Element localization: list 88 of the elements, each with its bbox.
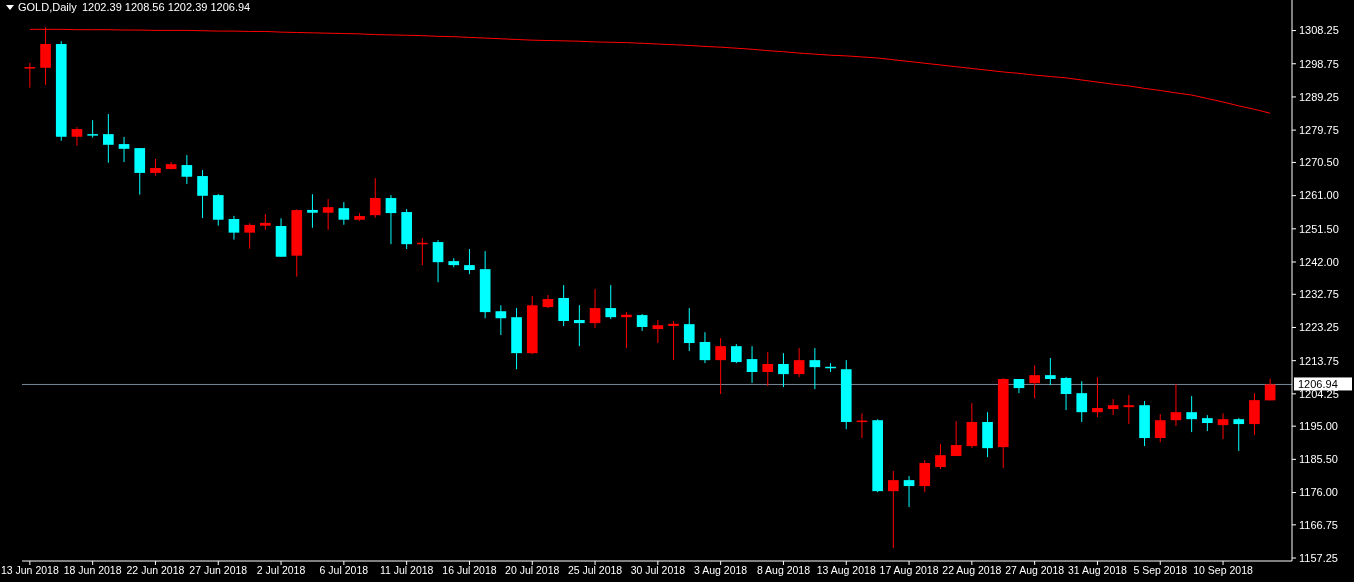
candlestick (1154, 413, 1166, 443)
candlestick (495, 304, 507, 336)
x-tick-label: 8 Aug 2018 (756, 564, 811, 576)
candlestick (244, 222, 255, 250)
y-tick-label: 1270.50 (1299, 156, 1339, 169)
candlestick (1123, 394, 1135, 425)
candlestick (197, 169, 208, 219)
candlestick (558, 284, 569, 327)
candlestick (1233, 417, 1245, 452)
y-tick-label: 1157.25 (1299, 551, 1338, 564)
candlestick (385, 194, 397, 245)
y-tick-label: 1223.25 (1299, 321, 1339, 334)
x-tick-label: 5 Sep 2018 (1133, 564, 1188, 576)
y-tick-label: 1261.00 (1299, 189, 1339, 202)
y-tick-label: 1176.00 (1299, 486, 1338, 499)
candlestick (1076, 380, 1088, 423)
candlestick (87, 119, 98, 139)
candlestick (228, 215, 240, 241)
candlestick (903, 475, 915, 508)
candlestick (668, 320, 679, 361)
candlestick (935, 443, 946, 470)
candlestick (950, 420, 962, 457)
y-tick-label: 1185.50 (1299, 453, 1338, 466)
x-tick-label: 10 Sep 2018 (1193, 564, 1253, 576)
candlestick (809, 347, 821, 390)
candlestick (1217, 412, 1229, 440)
candlestick (589, 288, 601, 329)
x-tick-label: 27 Jun 2018 (189, 564, 248, 576)
y-tick-label: 1308.25 (1299, 24, 1339, 37)
x-tick-label: 17 Aug 2018 (879, 564, 939, 576)
candlestick (369, 177, 381, 219)
x-tick-label: 30 Jul 2018 (630, 564, 686, 576)
y-tick-label: 1213.75 (1299, 354, 1339, 367)
x-tick-label: 2 Jul 2018 (256, 564, 306, 576)
candlestick (71, 126, 83, 147)
candlestick (731, 343, 742, 364)
candlestick (24, 62, 36, 89)
candlestick (715, 337, 726, 395)
candlestick (1029, 364, 1040, 399)
candlestick (338, 201, 350, 226)
candlestick (118, 136, 130, 163)
chart-subtitle: 1202.39 1208.56 1202.39 1206.94 (82, 1, 251, 13)
candlestick (181, 154, 193, 185)
chart-title: GOLD,Daily (18, 1, 78, 13)
x-tick-label: 6 Jul 2018 (319, 564, 369, 576)
x-tick-label: 16 Jul 2018 (442, 564, 497, 576)
candlestick (1186, 395, 1197, 433)
candlestick (1060, 376, 1072, 411)
candlestick (888, 470, 899, 549)
candlestick (1170, 383, 1182, 427)
x-tick-label: 22 Aug 2018 (942, 564, 1002, 576)
x-tick-label: 31 Aug 2018 (1067, 564, 1128, 576)
candlestick (778, 352, 789, 388)
candlestick (793, 347, 805, 378)
x-tick-label: 13 Jun 2018 (0, 564, 59, 576)
x-tick-label: 27 Aug 2018 (1005, 564, 1065, 576)
x-tick-label: 20 Jul 2018 (505, 564, 560, 576)
y-tick-label: 1251.50 (1299, 222, 1339, 235)
y-tick-label: 1289.25 (1299, 90, 1339, 103)
line-series (29, 28, 1271, 114)
candlestick (683, 307, 695, 352)
x-tick-label: 18 Jun 2018 (63, 564, 122, 576)
candlestick (605, 284, 617, 320)
candlestick (322, 198, 334, 231)
x-tick-label: 3 Aug 2018 (694, 564, 748, 576)
candlestick (652, 319, 664, 344)
candlestick (574, 304, 585, 347)
x-tick-label: 13 Aug 2018 (816, 564, 876, 576)
y-tick-label: 1298.75 (1299, 57, 1339, 70)
y-tick-label: 1166.75 (1299, 518, 1338, 531)
candlestick (762, 351, 774, 387)
candlestick (432, 239, 444, 283)
candlestick (919, 459, 931, 493)
y-tick-label: 1195.00 (1299, 420, 1338, 433)
candlestick (307, 193, 318, 229)
candlestick (699, 331, 711, 364)
x-tick-label: 25 Jul 2018 (567, 564, 623, 576)
x-tick-label: 22 Jun 2018 (126, 564, 185, 576)
candlestick (1092, 376, 1103, 418)
candlestick (103, 113, 114, 164)
candlestick (464, 248, 475, 275)
x-tick-label: 11 Jul 2018 (379, 564, 434, 576)
candlestick (1249, 392, 1260, 436)
candlestick (1045, 357, 1056, 386)
candlestick (746, 345, 758, 384)
y-tick-label: 1232.75 (1299, 288, 1339, 301)
y-tick-label: 1242.00 (1299, 255, 1339, 268)
y-tick-label: 1279.75 (1299, 123, 1339, 136)
